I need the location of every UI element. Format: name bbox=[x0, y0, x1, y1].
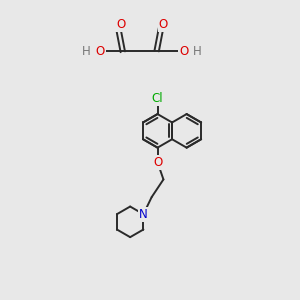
Text: O: O bbox=[116, 18, 125, 32]
Text: O: O bbox=[153, 156, 162, 169]
Text: Cl: Cl bbox=[152, 92, 164, 105]
Text: O: O bbox=[159, 18, 168, 32]
Text: O: O bbox=[179, 45, 188, 58]
Text: H: H bbox=[193, 45, 202, 58]
Text: N: N bbox=[139, 208, 148, 221]
Text: H: H bbox=[82, 45, 91, 58]
Text: O: O bbox=[95, 45, 105, 58]
